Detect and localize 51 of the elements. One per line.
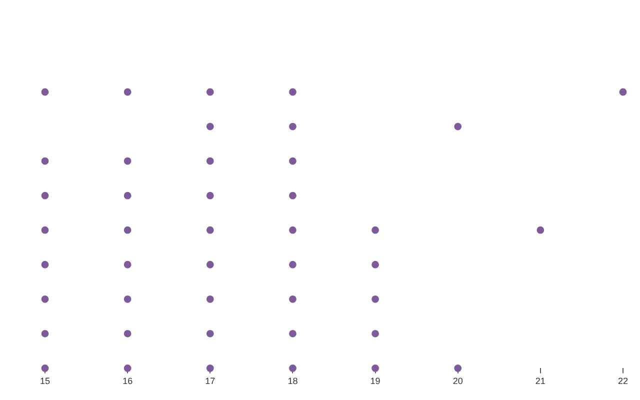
- point: [41, 364, 49, 372]
- point: [41, 295, 49, 303]
- point: [206, 364, 214, 372]
- point: [372, 295, 379, 303]
- point: [41, 260, 49, 268]
- x-tick-label: 18: [288, 376, 298, 386]
- point: [41, 192, 49, 200]
- x-tick-label: 15: [40, 376, 50, 386]
- point: [536, 226, 544, 234]
- point: [454, 122, 462, 130]
- point: [206, 157, 214, 165]
- point: [206, 330, 214, 338]
- point: [124, 330, 132, 338]
- point: [124, 364, 132, 372]
- x-tick-label: 19: [370, 376, 380, 386]
- point: [289, 192, 296, 200]
- point: [289, 260, 296, 268]
- x-tick-label: 20: [452, 376, 463, 386]
- x-tick-label: 22: [618, 376, 628, 386]
- point: [289, 330, 296, 338]
- x-tick-label: 16: [122, 376, 133, 386]
- point: [124, 88, 132, 96]
- point: [289, 88, 296, 96]
- point: [372, 260, 379, 268]
- point: [124, 226, 132, 234]
- point: [289, 295, 296, 303]
- point: [124, 260, 132, 268]
- point: [454, 364, 462, 372]
- point: [206, 260, 214, 268]
- point: [372, 364, 379, 372]
- point: [289, 157, 296, 165]
- point: [372, 330, 379, 338]
- point: [41, 157, 49, 165]
- point: [41, 88, 49, 96]
- point: [206, 295, 214, 303]
- point: [206, 192, 214, 200]
- point: [206, 88, 214, 96]
- point: [124, 295, 132, 303]
- point: [41, 330, 49, 338]
- x-tick-label: 17: [205, 376, 216, 386]
- x-tick-label: 21: [535, 376, 546, 386]
- point: [289, 226, 296, 234]
- point: [619, 88, 627, 96]
- point: [206, 122, 214, 130]
- point: [124, 157, 132, 165]
- point: [206, 226, 214, 234]
- point: [289, 364, 296, 372]
- point: [372, 226, 379, 234]
- point: [124, 192, 132, 200]
- point: [289, 122, 296, 130]
- point: [41, 226, 49, 234]
